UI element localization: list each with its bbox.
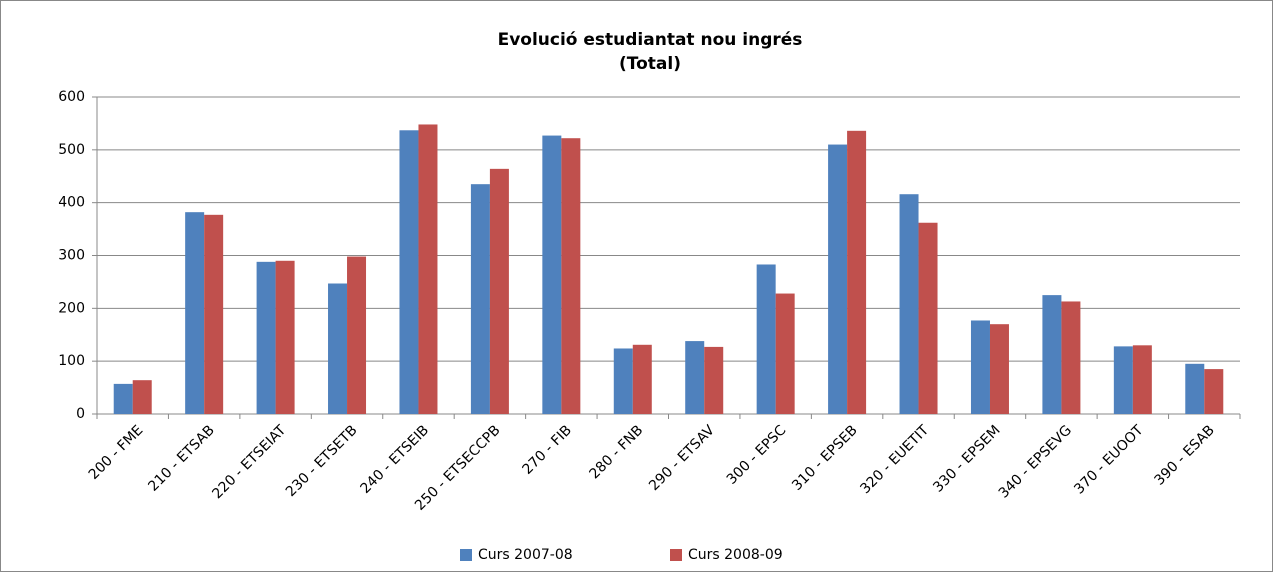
bar (204, 214, 224, 414)
y-tick-label: 100 (58, 353, 85, 369)
bar (756, 264, 776, 414)
y-tick-label: 400 (58, 195, 85, 211)
bar (1204, 369, 1224, 414)
legend-swatch (460, 549, 472, 561)
legend-label: Curs 2007-08 (478, 547, 573, 563)
bar (1042, 295, 1062, 414)
chart-title: Evolució estudiantat nou ingrés (498, 30, 803, 50)
bar (418, 124, 438, 415)
bar (347, 256, 367, 414)
bar (256, 261, 276, 414)
bar (185, 212, 205, 414)
bar (828, 144, 848, 415)
y-tick-label: 0 (76, 406, 85, 422)
bar (470, 184, 490, 414)
bar (970, 320, 990, 414)
y-tick-label: 500 (58, 142, 85, 158)
bar (1061, 301, 1081, 414)
bar (989, 324, 1009, 414)
bar (542, 135, 562, 414)
chart-subtitle: (Total) (619, 54, 681, 74)
bar (489, 168, 509, 414)
bar (561, 138, 581, 414)
bar (847, 130, 867, 414)
legend-label: Curs 2008-09 (688, 547, 783, 563)
y-tick-label: 300 (58, 248, 85, 264)
bar (704, 346, 724, 414)
bar (399, 130, 419, 414)
bar (328, 283, 348, 414)
bar (613, 348, 633, 414)
bar (775, 293, 795, 414)
bar (685, 341, 705, 414)
bar (632, 344, 652, 414)
legend-swatch (670, 549, 682, 561)
y-tick-label: 600 (58, 89, 85, 105)
bar (1132, 345, 1152, 414)
bar (918, 222, 938, 414)
y-tick-label: 200 (58, 300, 85, 316)
bar (1113, 346, 1133, 414)
bar (275, 260, 295, 414)
bar (132, 380, 152, 414)
bar (899, 194, 919, 414)
bar (1185, 363, 1205, 414)
bar (113, 383, 133, 414)
